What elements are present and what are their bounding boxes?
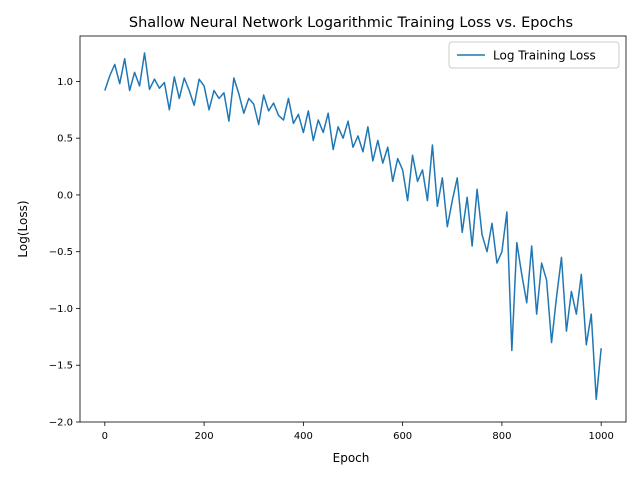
y-tick-label: −0.5: [49, 247, 73, 258]
y-tick-label: 0.0: [57, 190, 73, 201]
x-tick-label: 1000: [588, 431, 613, 442]
y-tick-label: −2.0: [49, 418, 73, 429]
axes: 0 200 400 600 800 1000 −2.0 −1.5 −1.0 −0.5 0.0 0.5 1…: [49, 35, 627, 442]
legend-box: [448, 41, 620, 69]
axes-frame: [79, 35, 627, 423]
x-tick-label: 200: [195, 431, 214, 442]
y-axis-label: Log(Loss): [16, 200, 30, 257]
y-tick-label: −1.0: [49, 304, 73, 315]
y-tick-label: 1.0: [57, 77, 73, 88]
chart-title: Shallow Neural Network Logarithmic Train…: [129, 15, 573, 31]
x-tick-label: 400: [294, 431, 313, 442]
series-line-log-training-loss: [104, 52, 602, 401]
legend-label-log-training-loss: Log Training Loss: [493, 49, 596, 63]
x-axis-label: Epoch: [333, 451, 370, 465]
x-tick-label: 800: [492, 431, 511, 442]
y-tick-label: −1.5: [49, 361, 73, 372]
legend: Log Training Loss: [448, 41, 620, 69]
plot-area: [104, 52, 602, 401]
x-tick-label: 0: [102, 431, 108, 442]
y-tick-label: 0.5: [57, 134, 73, 145]
x-tick-label: 600: [393, 431, 412, 442]
